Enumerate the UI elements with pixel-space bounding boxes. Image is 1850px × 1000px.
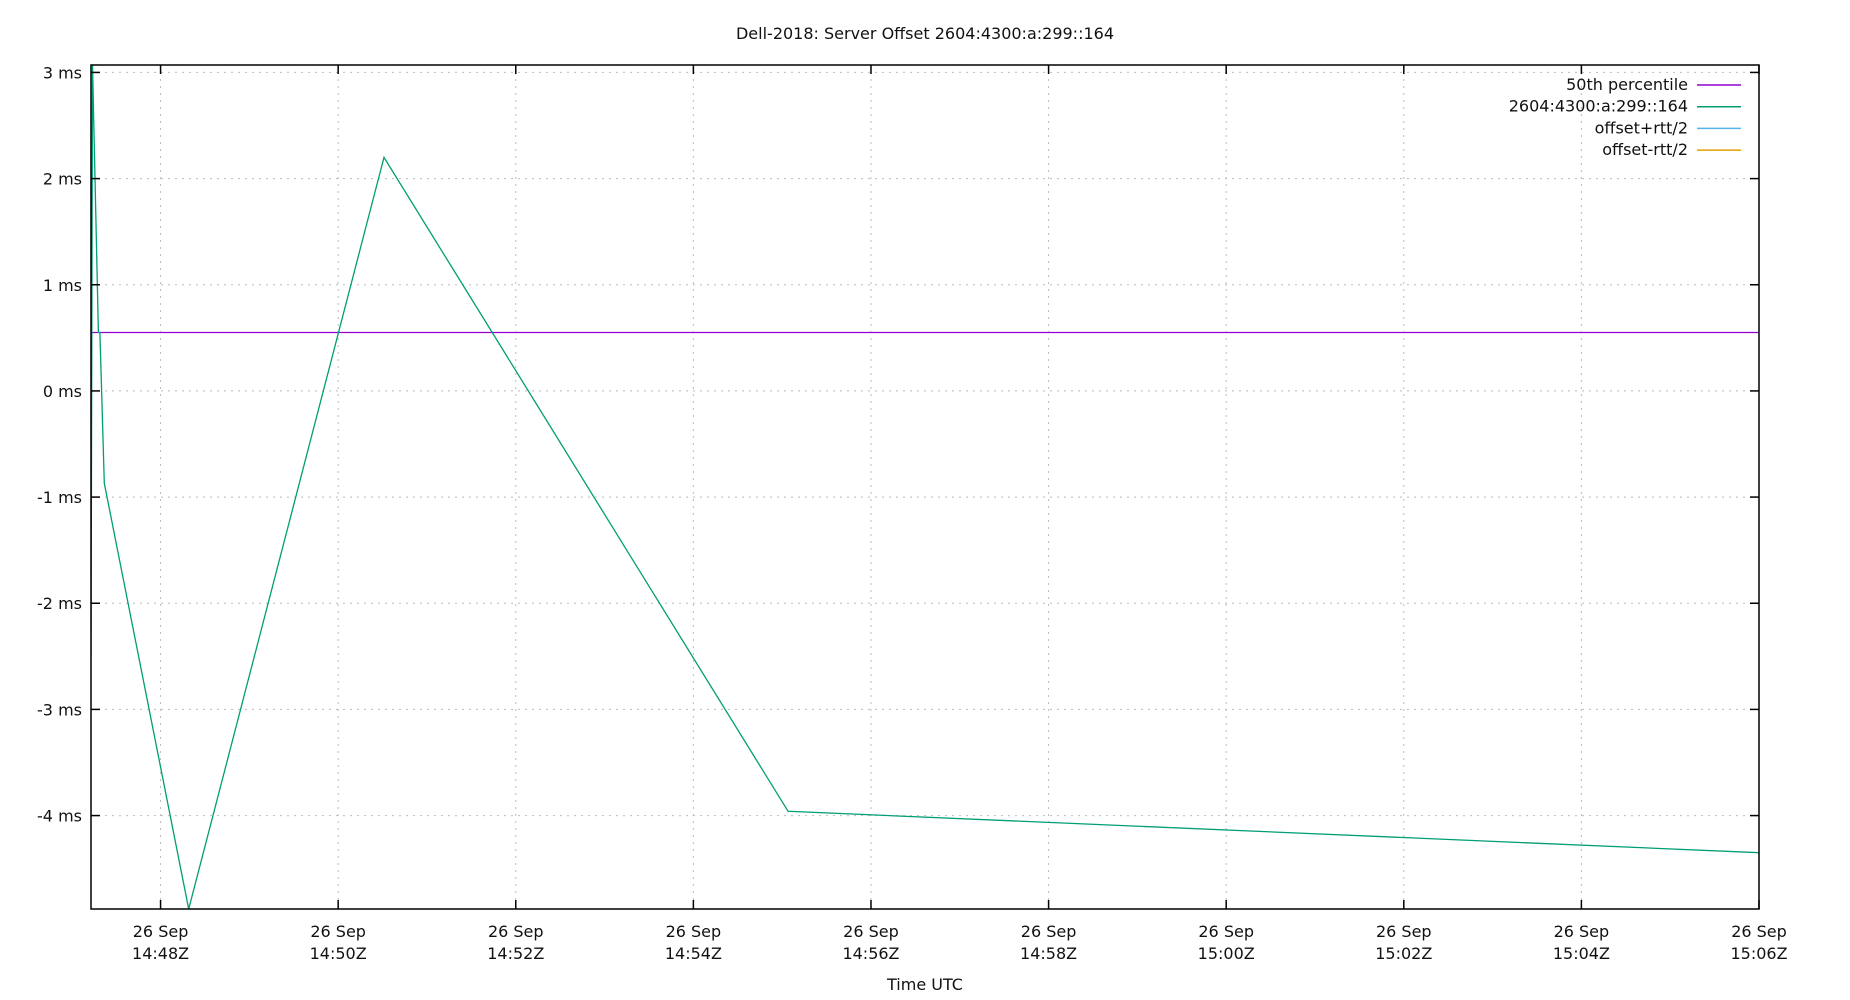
x-tick-time: 14:48Z (132, 944, 189, 963)
plot-border (90, 64, 1760, 910)
x-tick-time: 14:58Z (1020, 944, 1077, 963)
y-tick-label: -3 ms (37, 700, 82, 719)
legend-label: offset+rtt/2 (1595, 118, 1688, 137)
x-tick-date: 26 Sep (666, 922, 722, 941)
legend: 50th percentile2604:4300:a:299::164offse… (1509, 75, 1741, 159)
grid (91, 65, 1760, 909)
x-tick-time: 14:54Z (665, 944, 722, 963)
legend-label: offset-rtt/2 (1602, 140, 1688, 159)
series-line-1 (91, 65, 1759, 909)
x-tick-time: 14:56Z (842, 944, 899, 963)
x-tick-date: 26 Sep (133, 922, 189, 941)
y-tick-label: -1 ms (37, 488, 82, 507)
series-layer (91, 65, 1759, 909)
chart-title: Dell-2018: Server Offset 2604:4300:a:299… (736, 24, 1114, 43)
y-tick-label: -2 ms (37, 594, 82, 613)
x-tick-date: 26 Sep (1021, 922, 1077, 941)
x-axis: 26 Sep 14:48Z 26 Sep 14:50Z 26 Sep 14:52Z 26 S… (132, 65, 1788, 963)
x-tick-date: 26 Sep (310, 922, 366, 941)
x-tick-date: 26 Sep (488, 922, 544, 941)
y-tick-label: -4 ms (37, 807, 82, 826)
x-tick-time: 15:00Z (1198, 944, 1255, 963)
x-tick-date: 26 Sep (843, 922, 899, 941)
legend-label: 50th percentile (1566, 75, 1688, 94)
x-tick-time: 15:06Z (1730, 944, 1787, 963)
y-tick-label: 0 ms (43, 382, 82, 401)
x-tick-time: 15:04Z (1553, 944, 1610, 963)
x-tick-time: 14:50Z (310, 944, 367, 963)
legend-label: 2604:4300:a:299::164 (1509, 97, 1688, 116)
y-tick-label: 2 ms (43, 170, 82, 189)
x-tick-time: 14:52Z (487, 944, 544, 963)
x-tick-date: 26 Sep (1731, 922, 1787, 941)
y-axis: 3 ms 2 ms 1 ms 0 ms -1 ms -2 ms -3 ms -4 ms (37, 63, 1759, 826)
x-axis-label: Time UTC (886, 975, 963, 994)
x-tick-time: 15:02Z (1375, 944, 1432, 963)
x-tick-date: 26 Sep (1198, 922, 1254, 941)
y-tick-label: 3 ms (43, 63, 82, 82)
x-tick-date: 26 Sep (1376, 922, 1432, 941)
x-tick-date: 26 Sep (1554, 922, 1610, 941)
y-tick-label: 1 ms (43, 276, 82, 295)
